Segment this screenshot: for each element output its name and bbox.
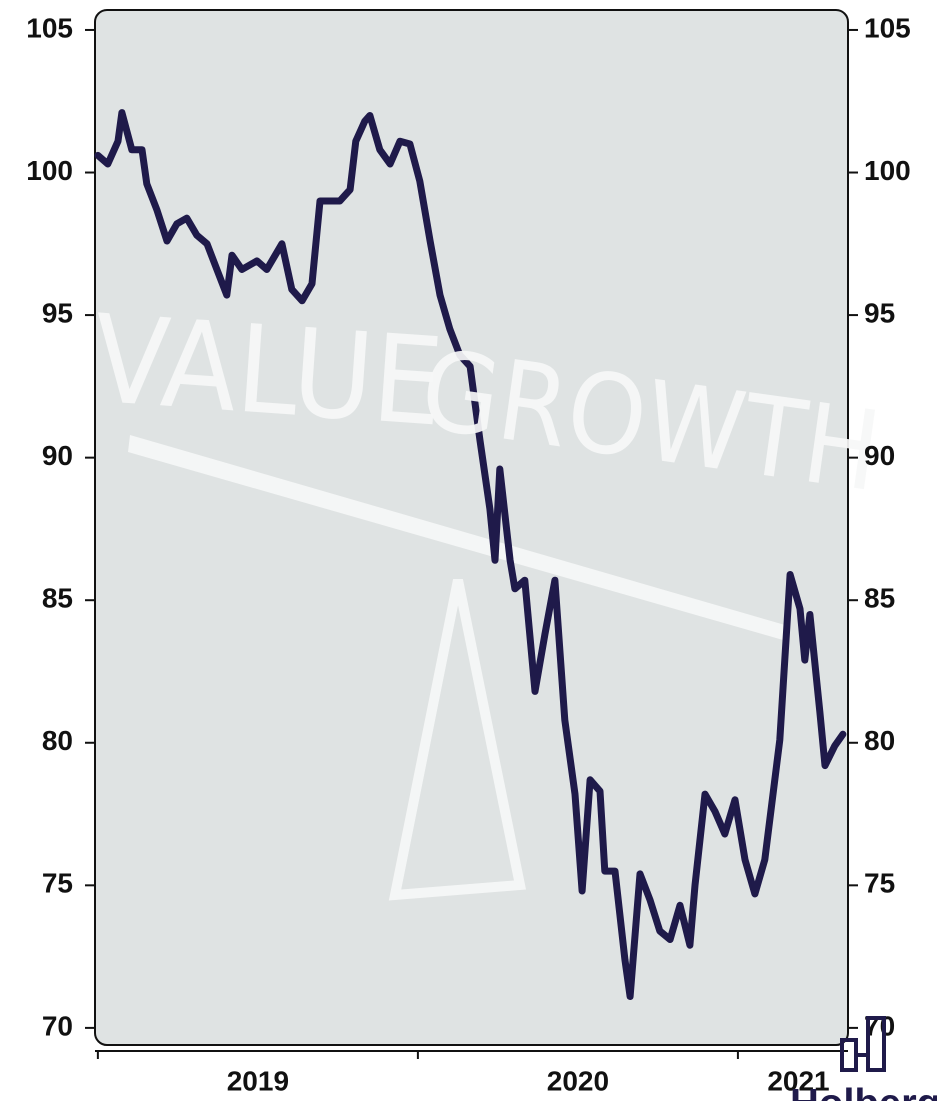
plot-background	[94, 9, 849, 1046]
chalk-fulcrum	[388, 579, 527, 901]
y-tick-label: 70	[42, 1010, 73, 1041]
plot-area	[94, 109, 847, 1000]
y-tick-label: 90	[42, 440, 73, 471]
x-tick-label: 2019	[227, 1065, 289, 1096]
chalk-beam	[128, 435, 785, 640]
annotation: VALUE	[89, 290, 447, 454]
y-tick-label: 75	[42, 868, 73, 899]
series-line	[94, 109, 847, 1000]
logo-text: Holberg	[790, 1082, 937, 1101]
y2-tick-label: 85	[864, 583, 895, 614]
y-tick-label: 105	[26, 12, 73, 43]
x-tick-label: 2021	[767, 1065, 829, 1096]
x-tick-label: 2020	[547, 1065, 609, 1096]
y-tick-label: 95	[42, 297, 73, 328]
y2-tick-label: 80	[864, 725, 895, 756]
y2-tick-label: 75	[864, 868, 895, 899]
y-tick-label: 80	[42, 725, 73, 756]
y2-tick-label: 105	[864, 12, 911, 43]
y2-tick-label: 100	[864, 155, 911, 186]
y-tick-label: 100	[26, 155, 73, 186]
y2-tick-label: 95	[864, 297, 895, 328]
chalk-drawing	[128, 435, 785, 901]
y2-tick-label: 90	[864, 440, 895, 471]
logo-icon	[840, 1016, 886, 1072]
y-tick-label: 85	[42, 583, 73, 614]
